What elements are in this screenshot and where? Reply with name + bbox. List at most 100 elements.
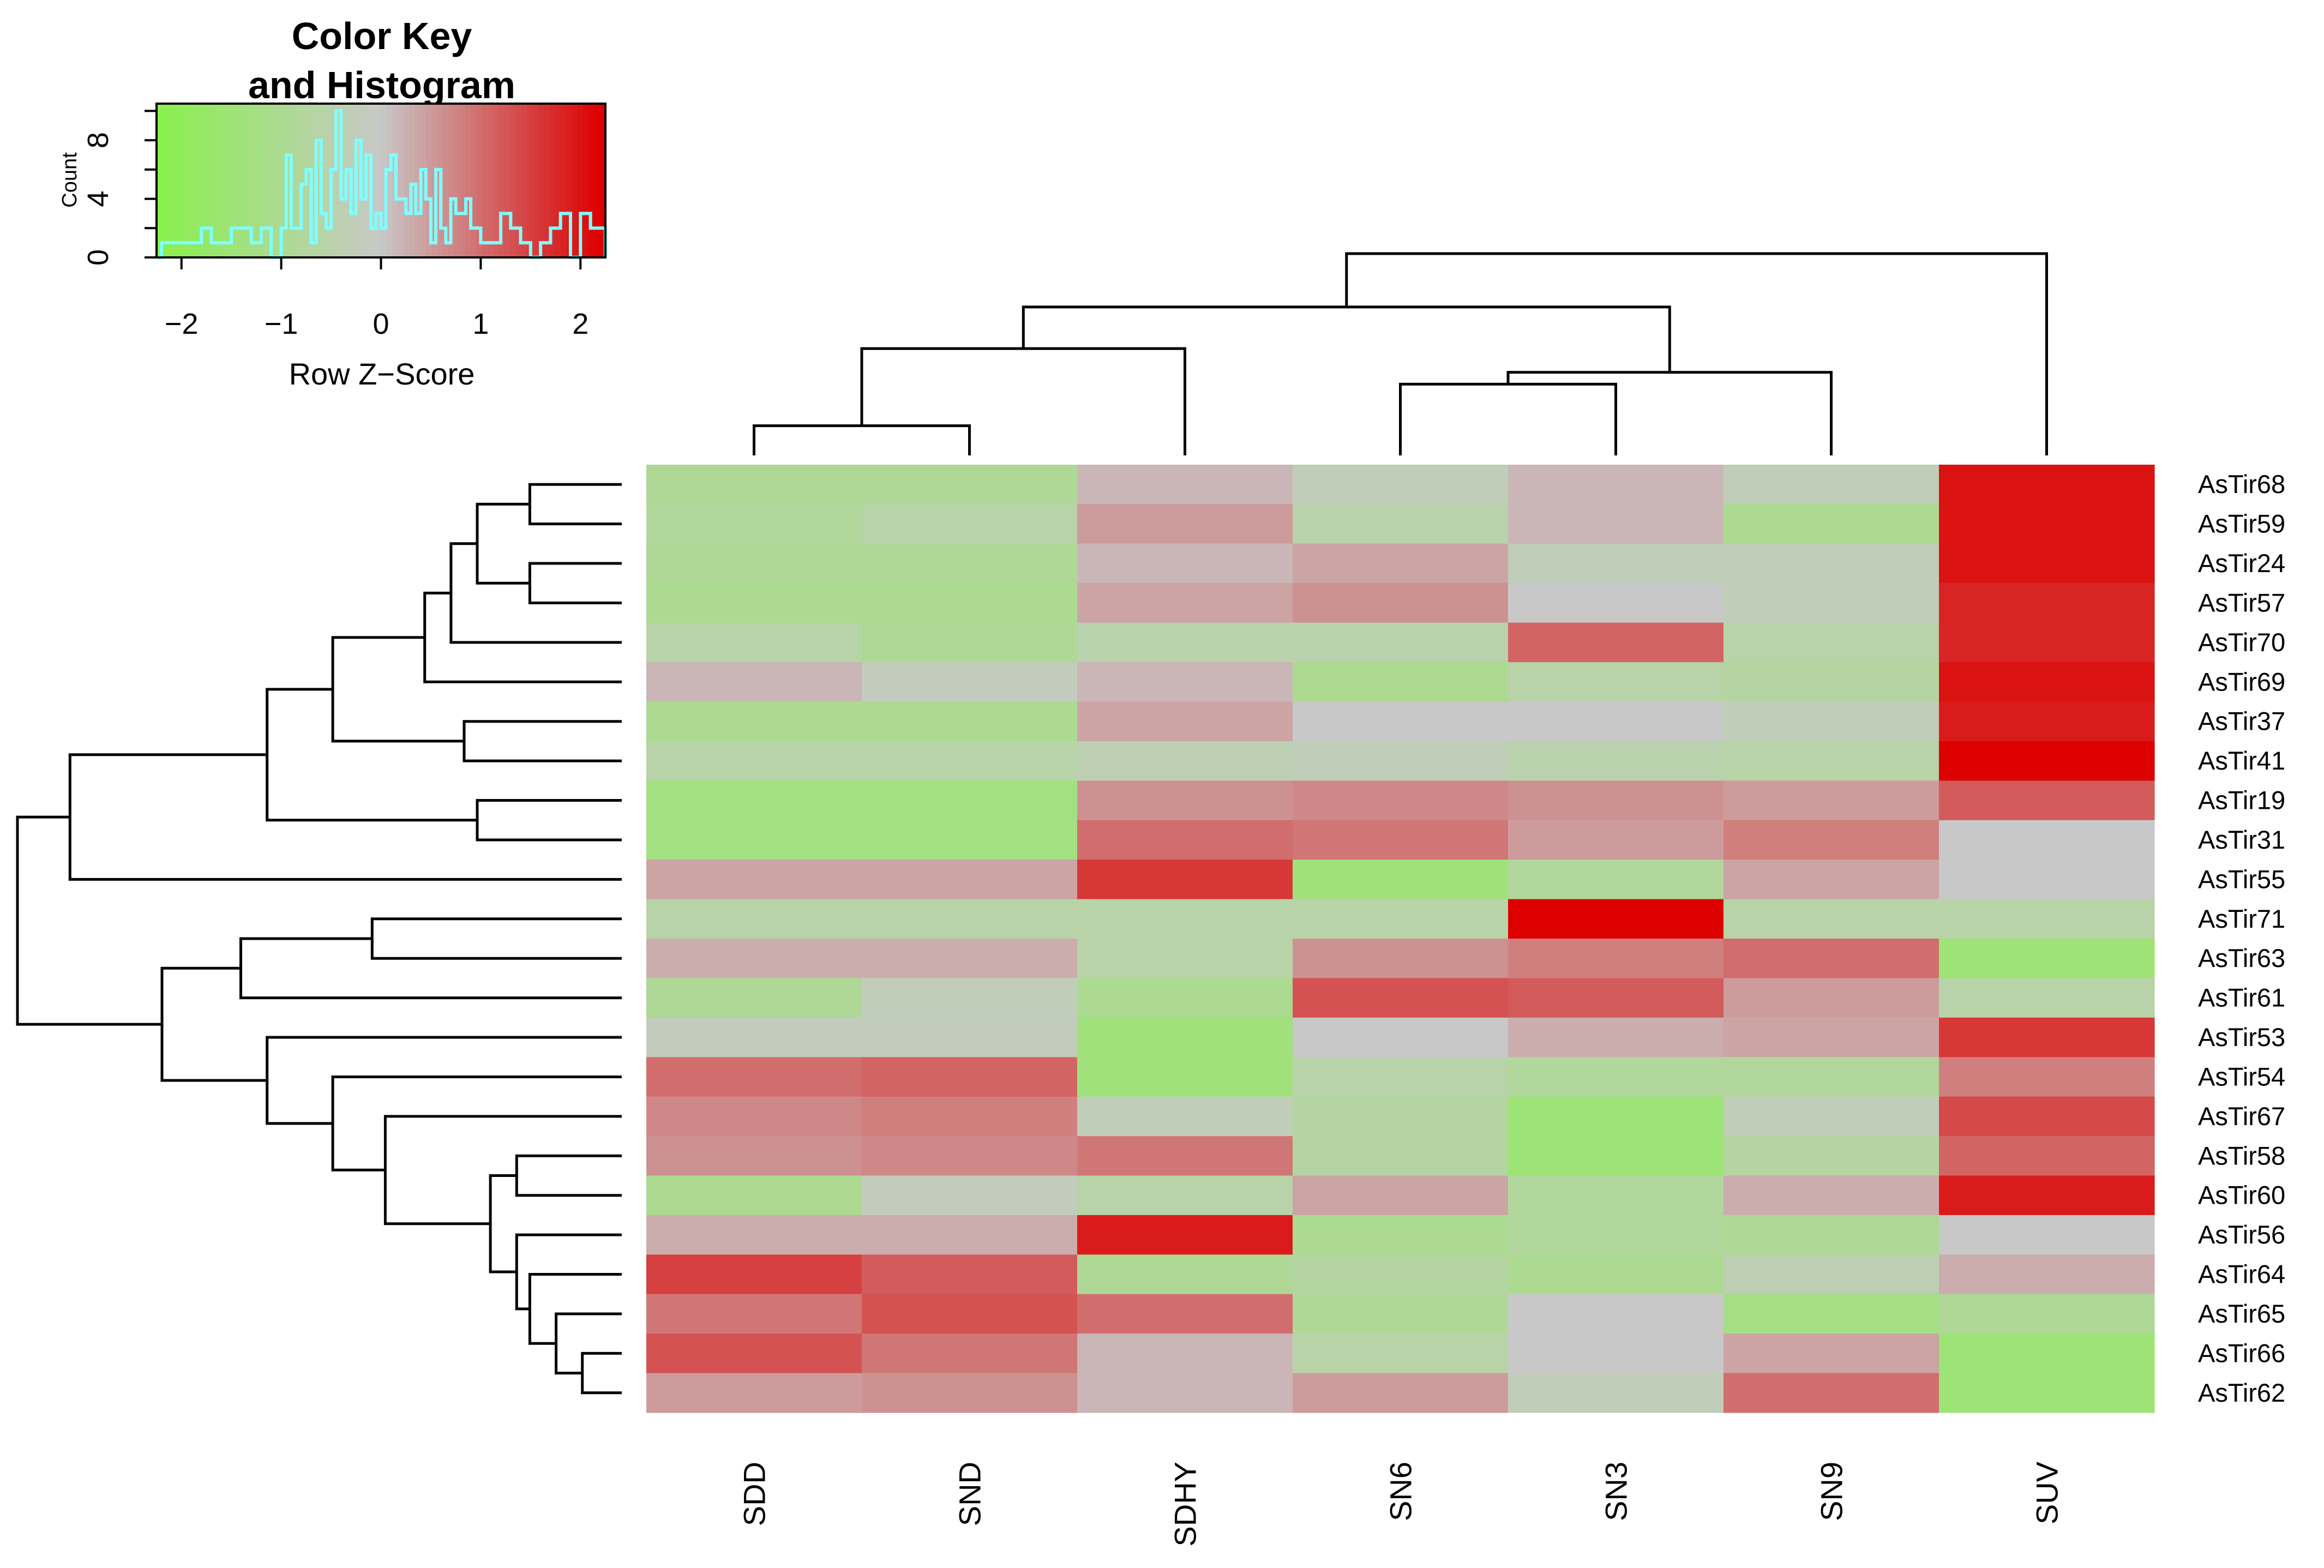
heatmap-cell-AsTir71-SN6 [1293, 899, 1509, 939]
key-gradient-band [179, 104, 185, 257]
heatmap-cell-AsTir65-SUV [1939, 1294, 2155, 1334]
column-label-SN6: SN6 [1384, 1462, 1418, 1521]
heatmap-cell-AsTir37-SUV [1939, 701, 2155, 742]
heatmap-cell-AsTir63-SN9 [1724, 939, 1939, 979]
heatmap-cell-AsTir65-SN3 [1508, 1294, 1724, 1334]
heatmap-cell-AsTir68-SUV [1939, 465, 2155, 505]
row-label-AsTir41: AsTir41 [2198, 746, 2285, 775]
row-dendrogram-branch-12 [581, 1351, 622, 1395]
key-gradient-band [425, 104, 432, 257]
key-gradient-band [297, 104, 303, 257]
heatmap-cell-AsTir64-SN9 [1724, 1254, 1939, 1295]
row-dendrogram-branch-2 [476, 502, 530, 585]
row-dendrogram-branch-1 [528, 562, 622, 604]
heatmap-cell-AsTir31-SDD [646, 820, 862, 860]
heatmap-cell-AsTir58-SUV [1939, 1136, 2155, 1176]
row-label-AsTir24: AsTir24 [2198, 549, 2285, 578]
heatmap-cell-AsTir66-SND [862, 1333, 1078, 1374]
heatmap-cell-AsTir63-SDD [646, 939, 862, 979]
heatmap-cell-AsTir61-SUV [1939, 978, 2155, 1018]
key-gradient-band [487, 104, 494, 257]
heatmap-cell-AsTir57-SND [862, 583, 1078, 623]
heatmap-cell-AsTir67-SN3 [1508, 1096, 1724, 1137]
row-label-AsTir60: AsTir60 [2198, 1181, 2285, 1210]
key-gradient-band [285, 104, 292, 257]
heatmap-cell-AsTir68-SND [862, 465, 1078, 505]
key-y-tick-label: 4 [82, 191, 115, 207]
row-dendrogram-branch-4 [463, 720, 622, 762]
heatmap-cell-AsTir55-SUV [1939, 860, 2155, 900]
heatmap-cell-AsTir66-SUV [1939, 1333, 2155, 1374]
key-gradient-band [504, 104, 511, 257]
key-gradient-band [257, 104, 264, 257]
heatmap-cell-AsTir63-SDHY [1077, 939, 1293, 979]
heatmap-cell-AsTir66-SN6 [1293, 1333, 1509, 1374]
heatmap-cell-AsTir41-SDHY [1077, 741, 1293, 781]
heatmap-cell-AsTir41-SND [862, 741, 1078, 781]
key-gradient-band [218, 104, 225, 257]
row-dendrogram-branch-0 [528, 483, 622, 526]
row-label-AsTir55: AsTir55 [2198, 864, 2285, 893]
heatmap-cell-AsTir58-SDHY [1077, 1136, 1293, 1176]
key-gradient-band [482, 104, 488, 257]
heatmap-cell-AsTir53-SUV [1939, 1017, 2155, 1058]
heatmap-cell-AsTir62-SUV [1939, 1373, 2155, 1413]
heatmap-cell-AsTir65-SN6 [1293, 1294, 1509, 1334]
heatmap-cell-AsTir41-SN3 [1508, 741, 1724, 781]
key-title-line1: Color Key [292, 15, 472, 57]
heatmap-cell-AsTir67-SN9 [1724, 1096, 1939, 1137]
row-dendrogram-branch-6 [331, 636, 464, 743]
key-gradient-band [499, 104, 505, 257]
heatmap-cell-AsTir56-SDD [646, 1215, 862, 1255]
row-label-AsTir58: AsTir58 [2198, 1141, 2285, 1170]
row-dendrogram-branch-21 [160, 966, 267, 1082]
key-ylabel: Count [58, 152, 81, 208]
heatmap-cell-AsTir24-SDD [646, 543, 862, 584]
key-gradient-band [196, 104, 202, 257]
key-gradient-band [420, 104, 427, 257]
heatmap-cell-AsTir53-SN3 [1508, 1017, 1724, 1058]
row-label-AsTir53: AsTir53 [2198, 1023, 2285, 1052]
key-gradient-band [157, 104, 163, 257]
heatmap-cell-AsTir67-SUV [1939, 1096, 2155, 1137]
heatmap-cell-AsTir19-SN6 [1293, 780, 1509, 821]
key-gradient-band [526, 104, 533, 257]
heatmap-cell-AsTir71-SN3 [1508, 899, 1724, 939]
heatmap-cell-AsTir62-SN3 [1508, 1373, 1724, 1413]
heatmap-cell-AsTir19-SND [862, 780, 1078, 821]
key-gradient-band [572, 104, 578, 257]
heatmap-cell-AsTir61-SDD [646, 978, 862, 1018]
key-gradient-band [167, 104, 174, 257]
heatmap-cell-AsTir53-SDHY [1077, 1017, 1293, 1058]
heatmap-cell-AsTir41-SN6 [1293, 741, 1509, 781]
color-key: Color Key and Histogram −2 −1 0 1 2 0 4 8 Row Z… [58, 15, 607, 391]
key-gradient-band [555, 104, 561, 257]
row-label-AsTir56: AsTir56 [2198, 1220, 2285, 1249]
heatmap-cell-AsTir64-SDD [646, 1254, 862, 1295]
heatmap-cell-AsTir19-SN9 [1724, 780, 1939, 821]
heatmap-cell-AsTir59-SN3 [1508, 504, 1724, 544]
heatmap-cell-AsTir68-SN6 [1293, 465, 1509, 505]
heatmap-cell-AsTir55-SN9 [1724, 860, 1939, 900]
row-label-AsTir37: AsTir37 [2198, 707, 2285, 736]
column-dendrogram-branch-2 [1399, 382, 1617, 455]
heatmap-cell-AsTir67-SDHY [1077, 1096, 1293, 1137]
heatmap-cell-AsTir31-SDHY [1077, 820, 1293, 860]
key-gradient-band [184, 104, 191, 257]
heatmap-cell-AsTir54-SN6 [1293, 1057, 1509, 1097]
heatmap-cell-AsTir19-SDHY [1077, 780, 1293, 821]
row-label-AsTir59: AsTir59 [2198, 509, 2285, 538]
row-dendrogram-branch-10 [370, 917, 622, 960]
row-label-AsTir57: AsTir57 [2198, 588, 2285, 617]
heatmap-cell-AsTir58-SND [862, 1136, 1078, 1176]
heatmap-cell-AsTir54-SND [862, 1057, 1078, 1097]
key-gradient-band [398, 104, 404, 257]
heatmap-cell-AsTir69-SN3 [1508, 662, 1724, 702]
row-dendrogram-branch-14 [528, 1273, 622, 1345]
heatmap-cell-AsTir64-SUV [1939, 1254, 2155, 1295]
key-gradient-band [415, 104, 421, 257]
heatmap-cell-AsTir62-SND [862, 1373, 1078, 1413]
heatmap-cell-AsTir59-SDD [646, 504, 862, 544]
heatmap-cell-AsTir31-SN9 [1724, 820, 1939, 860]
